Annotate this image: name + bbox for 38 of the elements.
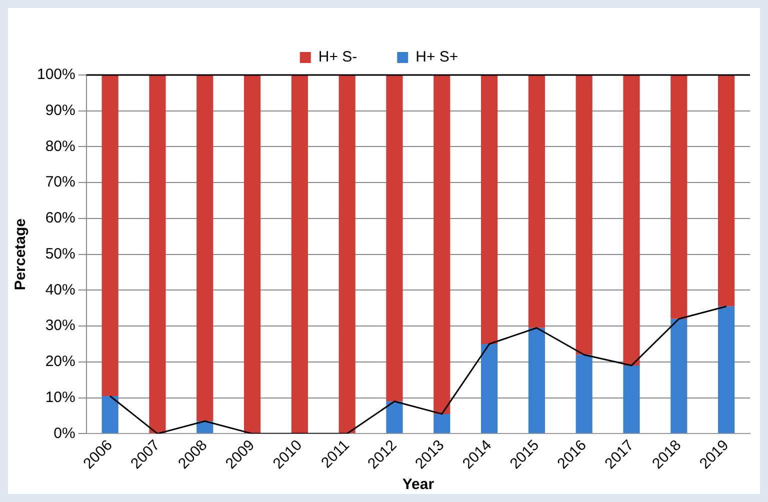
y-tick-label: 0% xyxy=(54,424,76,442)
y-tick-label: 80% xyxy=(45,138,76,155)
bar xyxy=(718,306,735,434)
y-tick-label: 70% xyxy=(45,174,76,191)
y-tick-label: 30% xyxy=(45,317,76,334)
bar xyxy=(434,414,450,434)
bar xyxy=(670,75,688,319)
y-axis-title: Percetage xyxy=(12,218,30,290)
bar xyxy=(480,344,498,434)
y-tick-label: 20% xyxy=(45,353,76,370)
bar xyxy=(434,75,450,414)
bar xyxy=(623,75,640,366)
bar xyxy=(480,75,498,344)
y-tick-label: 40% xyxy=(45,281,76,298)
y-tick-label: 90% xyxy=(45,102,76,120)
bar xyxy=(576,354,592,434)
bar xyxy=(291,75,308,434)
bar xyxy=(670,318,688,434)
bar xyxy=(338,75,356,434)
x-axis-title: Year xyxy=(402,476,434,494)
bar xyxy=(386,401,403,434)
y-tick-label: 10% xyxy=(45,388,76,406)
y-tick-label: 100% xyxy=(36,66,76,84)
bar xyxy=(528,328,545,434)
bar xyxy=(102,75,118,396)
bar xyxy=(528,75,545,328)
bar xyxy=(718,75,735,306)
bar xyxy=(386,75,403,402)
bar xyxy=(244,75,261,434)
y-tick-label: 50% xyxy=(45,245,76,262)
legend-label: H+ S- xyxy=(318,48,358,66)
bar xyxy=(576,75,592,355)
bar xyxy=(623,366,640,434)
bar xyxy=(102,396,118,434)
bar xyxy=(149,75,166,434)
bar xyxy=(196,75,214,422)
legend-label: H+ S+ xyxy=(416,48,458,66)
y-tick-label: 60% xyxy=(45,210,76,227)
